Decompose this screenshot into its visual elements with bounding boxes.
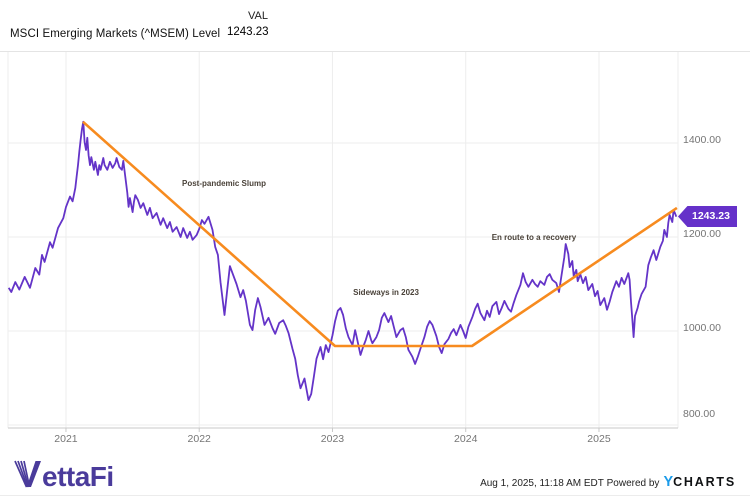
y-axis-label: 1200.00 [683,228,721,240]
y-axis-label: 1000.00 [683,322,721,334]
timestamp: Aug 1, 2025, 11:18 AM EDT [480,478,604,489]
powered-by-label: Powered by [606,478,660,489]
vettafi-logo[interactable]: ettaFi [14,456,126,490]
trend-line [82,120,678,348]
attribution: Aug 1, 2025, 11:18 AM EDT Powered by Y CHA… [480,474,736,490]
vettafi-logo-text: ettaFi [42,461,114,490]
x-axis-label: 2024 [454,433,478,445]
last-price-tag: 1243.23 [678,206,737,227]
series-line [7,120,678,401]
footer: ettaFi Aug 1, 2025, 11:18 AM EDT Powered… [0,450,750,496]
x-axis-label: 2023 [321,433,345,445]
vettafi-v-icon [14,460,41,488]
ycharts-y-icon: Y [663,474,674,490]
value-readout: VAL 1243.23 [227,10,269,38]
y-axis-label: 800.00 [683,408,715,420]
series-title: MSCI Emerging Markets (^MSEM) Level [10,28,221,40]
chart-annotation: En route to a recovery [492,233,577,242]
current-value: 1243.23 [227,26,269,38]
x-axis-label: 2025 [587,433,611,445]
y-axis-label: 1400.00 [683,134,721,146]
bottom-border [0,495,750,496]
x-axis-label: 2022 [188,433,212,445]
chart-annotation: Sideways in 2023 [353,288,419,297]
val-column-header: VAL [248,10,268,22]
x-axis-label: 2021 [54,433,78,445]
chart-annotation: Post-pandemic Slump [182,179,266,188]
ycharts-logo[interactable]: Y CHARTS [663,474,736,490]
header-divider [0,51,750,52]
